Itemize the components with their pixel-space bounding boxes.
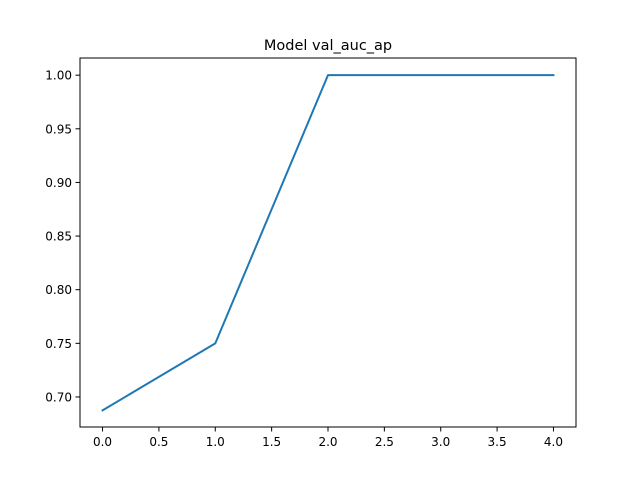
y-tick-label: 0.85 — [45, 230, 72, 244]
y-tick-label: 0.70 — [45, 390, 72, 404]
x-tick-label: 0.0 — [93, 435, 112, 449]
series-line-0 — [101, 74, 555, 412]
x-tick-label: 3.0 — [431, 435, 450, 449]
y-tick-label: 0.75 — [45, 337, 72, 351]
x-tick-label: 1.0 — [206, 435, 225, 449]
x-tick-label: 3.5 — [488, 435, 507, 449]
x-tick-label: 2.0 — [318, 435, 337, 449]
x-tick-label: 2.5 — [375, 435, 394, 449]
y-tick-label: 0.95 — [45, 122, 72, 136]
x-tick-label: 0.5 — [149, 435, 168, 449]
y-tick-label: 0.90 — [45, 176, 72, 190]
x-tick-label: 4.0 — [544, 435, 563, 449]
chart-title: Model val_auc_ap — [264, 38, 392, 54]
axes-frame — [79, 57, 577, 428]
y-tick-label: 1.00 — [45, 69, 72, 83]
x-tick-label: 1.5 — [262, 435, 281, 449]
y-tick-label: 0.80 — [45, 283, 72, 297]
plot-area: 0.0 0.5 1.0 1.5 2.0 2.5 3.0 3.5 4.0 0.70 0.75 0.80 0… — [45, 57, 577, 449]
